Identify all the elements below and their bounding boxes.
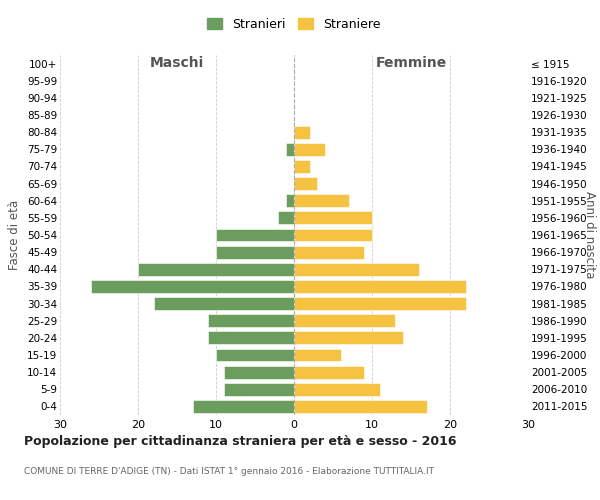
Text: Maschi: Maschi xyxy=(150,56,204,70)
Bar xyxy=(216,246,294,258)
Bar xyxy=(91,280,294,293)
Bar xyxy=(154,297,294,310)
Bar xyxy=(216,348,294,362)
Text: Femmine: Femmine xyxy=(376,56,446,70)
Bar xyxy=(278,212,294,224)
Bar xyxy=(294,177,317,190)
Bar xyxy=(294,228,372,241)
Bar xyxy=(286,143,294,156)
Bar xyxy=(294,314,395,327)
Bar xyxy=(294,400,427,413)
Bar xyxy=(224,366,294,378)
Bar xyxy=(216,228,294,241)
Bar xyxy=(224,383,294,396)
Bar xyxy=(294,194,349,207)
Y-axis label: Fasce di età: Fasce di età xyxy=(8,200,22,270)
Bar xyxy=(294,246,364,258)
Bar xyxy=(294,212,372,224)
Y-axis label: Anni di nascita: Anni di nascita xyxy=(583,192,596,278)
Bar xyxy=(294,332,403,344)
Bar xyxy=(138,263,294,276)
Bar xyxy=(294,143,325,156)
Bar xyxy=(294,383,380,396)
Bar xyxy=(294,263,419,276)
Text: Popolazione per cittadinanza straniera per età e sesso - 2016: Popolazione per cittadinanza straniera p… xyxy=(24,435,457,448)
Bar xyxy=(294,126,310,138)
Bar xyxy=(208,332,294,344)
Bar xyxy=(208,314,294,327)
Text: COMUNE DI TERRE D'ADIGE (TN) - Dati ISTAT 1° gennaio 2016 - Elaborazione TUTTITA: COMUNE DI TERRE D'ADIGE (TN) - Dati ISTA… xyxy=(24,468,434,476)
Bar xyxy=(294,348,341,362)
Bar xyxy=(294,280,466,293)
Legend: Stranieri, Straniere: Stranieri, Straniere xyxy=(207,18,381,31)
Bar xyxy=(294,366,364,378)
Bar xyxy=(294,297,466,310)
Bar xyxy=(294,160,310,173)
Bar xyxy=(193,400,294,413)
Bar xyxy=(286,194,294,207)
